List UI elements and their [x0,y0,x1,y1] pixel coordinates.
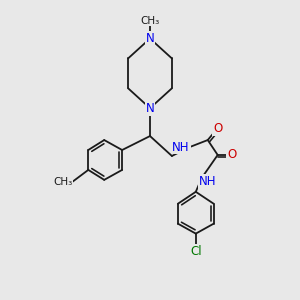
Text: O: O [227,148,236,161]
Text: NH: NH [199,176,217,188]
Text: N: N [146,102,154,115]
Text: N: N [146,32,154,45]
Text: O: O [213,122,222,135]
Text: CH₃: CH₃ [140,16,160,26]
Text: CH₃: CH₃ [53,177,72,187]
Text: NH: NH [172,140,190,154]
Text: Cl: Cl [190,245,202,258]
